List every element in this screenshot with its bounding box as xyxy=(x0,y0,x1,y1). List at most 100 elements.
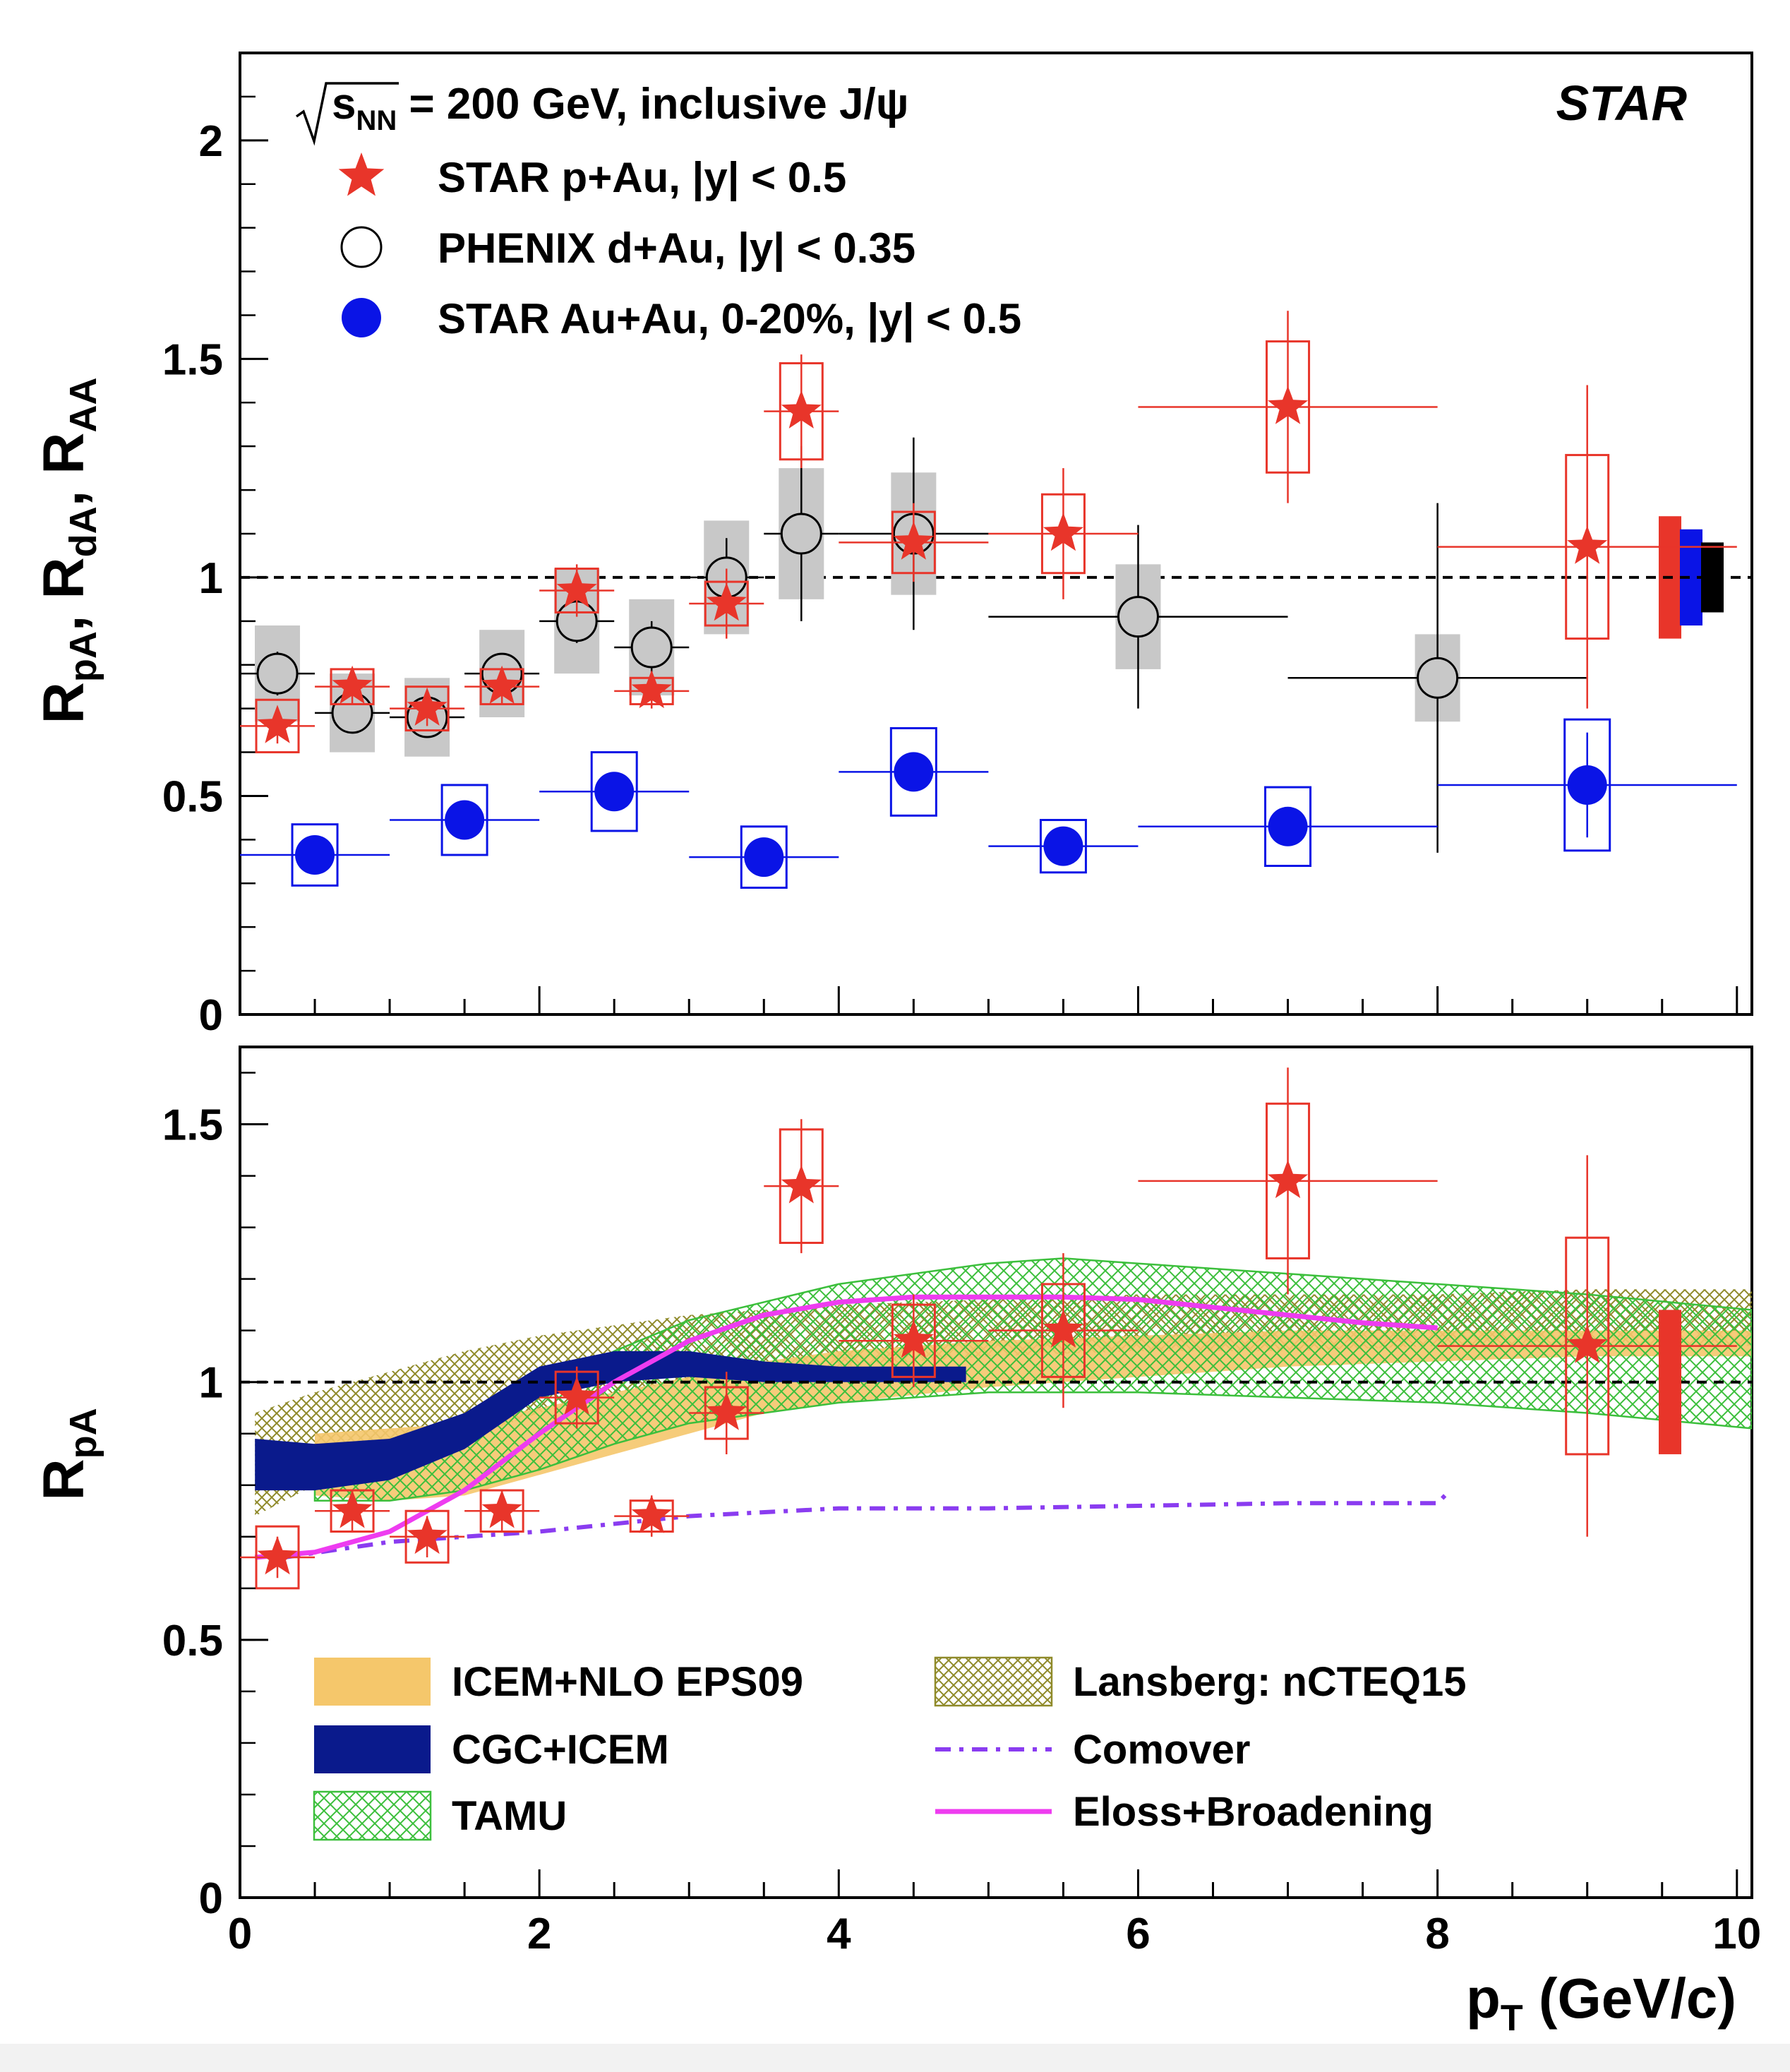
tamu-band xyxy=(313,1257,1752,1502)
top-legend: STAR p+Au, |y| < 0.5 PHENIX d+Au, |y| < 0… xyxy=(338,152,1021,343)
star-pau-point xyxy=(1437,385,1737,709)
star-pau-point xyxy=(988,1253,1139,1408)
star-marker xyxy=(407,1515,448,1555)
star-pau-point xyxy=(988,468,1139,599)
star-pau-point xyxy=(839,503,989,582)
star-marker xyxy=(556,1376,597,1415)
star-marker xyxy=(781,390,822,429)
phenix-dau-point xyxy=(764,446,839,621)
legend-label: ICEM+NLO EPS09 xyxy=(452,1659,803,1705)
cgc-icem-band xyxy=(255,1351,966,1491)
legend-hatch-swatch xyxy=(934,1656,1053,1707)
legend-label: STAR p+Au, |y| < 0.5 xyxy=(438,154,846,202)
page-footer-strip xyxy=(0,2044,1790,2072)
legend-open-circle-marker xyxy=(340,226,383,268)
bottom-legend: ICEM+NLO EPS09 CGC+ICEM TAMU Lansberg: nCTE… xyxy=(313,1656,1467,1841)
bottom-panel: 0 0.5 1 1.5 0 2 4 6 8 10 RpA pT (GeV/c) ICEM+NLO … xyxy=(32,1046,1761,2039)
star-auau-point xyxy=(390,784,540,856)
star-pau-point xyxy=(689,568,764,639)
star-marker xyxy=(332,1490,373,1528)
filled-circle-marker xyxy=(594,772,635,812)
y-tick-label: 0.5 xyxy=(162,772,223,821)
phenix-dau-point xyxy=(1287,503,1587,853)
y-tick-label: 1 xyxy=(199,554,223,603)
top-data-layer xyxy=(240,311,1737,889)
legend-label: CGC+ICEM xyxy=(452,1727,669,1773)
legend-label: Comover xyxy=(1073,1727,1250,1773)
star-marker xyxy=(1043,1309,1083,1348)
star-pau-point xyxy=(464,1489,540,1533)
legend-band-swatch xyxy=(314,1725,431,1773)
legend-entry: Comover xyxy=(935,1727,1250,1773)
star-auau-point xyxy=(988,819,1139,874)
legend-star-marker xyxy=(338,152,385,196)
legend-entry: STAR Au+Au, 0-20%, |y| < 0.5 xyxy=(342,295,1021,343)
star-auau-point xyxy=(1138,786,1438,868)
star-marker xyxy=(1268,385,1309,424)
star-marker xyxy=(1567,525,1608,564)
legend-label: Lansberg: nCTEQ15 xyxy=(1073,1659,1467,1705)
filled-circle-marker xyxy=(1567,765,1607,805)
y-tick-label: 0 xyxy=(199,1874,223,1923)
star-pau-point xyxy=(315,1489,390,1533)
star-marker xyxy=(257,705,298,743)
star-pau-point xyxy=(1138,311,1438,503)
star-marker xyxy=(706,582,747,621)
bottom-star-points xyxy=(240,1067,1737,1590)
legend-label: Eloss+Broadening xyxy=(1073,1789,1434,1835)
star-pau-point xyxy=(390,685,465,732)
filled-circle-marker xyxy=(1268,806,1308,846)
x-tick-label: 4 xyxy=(827,1910,851,1958)
star-pau-point xyxy=(614,1495,690,1537)
top-y-axis-title: RpA, RdA, RAA xyxy=(32,378,104,724)
star-pau-point xyxy=(839,1294,989,1387)
x-tick-label: 0 xyxy=(228,1910,252,1958)
star-pau-point xyxy=(614,669,690,709)
legend-entry: CGC+ICEM xyxy=(314,1725,669,1773)
star-auau-point xyxy=(689,825,839,889)
star-marker xyxy=(257,1536,298,1575)
bottom-axes: 0 0.5 1 1.5 0 2 4 6 8 10 xyxy=(162,1072,1761,1958)
star-marker xyxy=(781,1165,822,1204)
open-circle-marker xyxy=(1117,596,1159,638)
star-auau-point xyxy=(539,751,690,832)
star-pau-point xyxy=(539,1366,615,1429)
star-auau-point xyxy=(1437,718,1737,852)
star-marker xyxy=(706,1391,747,1430)
star-pau-point xyxy=(240,698,316,754)
star-pau-point xyxy=(315,665,390,705)
star-marker xyxy=(631,1495,672,1533)
x-tick-label: 6 xyxy=(1126,1910,1150,1958)
star-marker xyxy=(893,521,934,560)
y-tick-label: 1.5 xyxy=(162,335,223,384)
star-marker xyxy=(481,1490,522,1528)
y-tick-label: 0 xyxy=(199,991,223,1040)
header-text: sNN = 200 GeV, inclusive J/ψ xyxy=(332,80,908,136)
filled-circle-marker xyxy=(1043,826,1083,866)
bottom-data-layer xyxy=(254,1257,1752,1560)
phenix-dau-point xyxy=(240,625,316,722)
star-marker xyxy=(1043,513,1083,551)
filled-circle-marker xyxy=(445,800,485,840)
legend-label: PHENIX d+Au, |y| < 0.35 xyxy=(438,224,915,273)
legend-entry: Lansberg: nCTEQ15 xyxy=(934,1656,1467,1707)
legend-band-swatch xyxy=(314,1658,431,1706)
star-pau-point xyxy=(689,1372,764,1454)
filled-circle-marker xyxy=(295,835,335,875)
y-tick-label: 2 xyxy=(199,117,223,166)
filled-circle-marker xyxy=(894,752,934,792)
legend-entry: Eloss+Broadening xyxy=(935,1789,1434,1835)
experiment-label: STAR xyxy=(1556,76,1688,131)
star-marker xyxy=(332,665,373,704)
y-tick-label: 0.5 xyxy=(162,1617,223,1665)
y-tick-label: 1.5 xyxy=(162,1101,223,1150)
bottom-y-axis-title: RpA xyxy=(32,1408,104,1500)
sqrt-symbol xyxy=(295,82,399,146)
star-pau-point xyxy=(240,1525,316,1590)
top-panel: 0 0.5 1 1.5 2 RpA, RdA, RAA STAR sNN = 200 G… xyxy=(32,52,1753,1040)
header-label: sNN = 200 GeV, inclusive J/ψ xyxy=(295,80,908,146)
filled-circle-marker xyxy=(744,837,784,878)
bottom-plot-frame xyxy=(239,1046,1753,1899)
legend-entry: TAMU xyxy=(313,1790,567,1841)
star-marker xyxy=(556,569,597,608)
